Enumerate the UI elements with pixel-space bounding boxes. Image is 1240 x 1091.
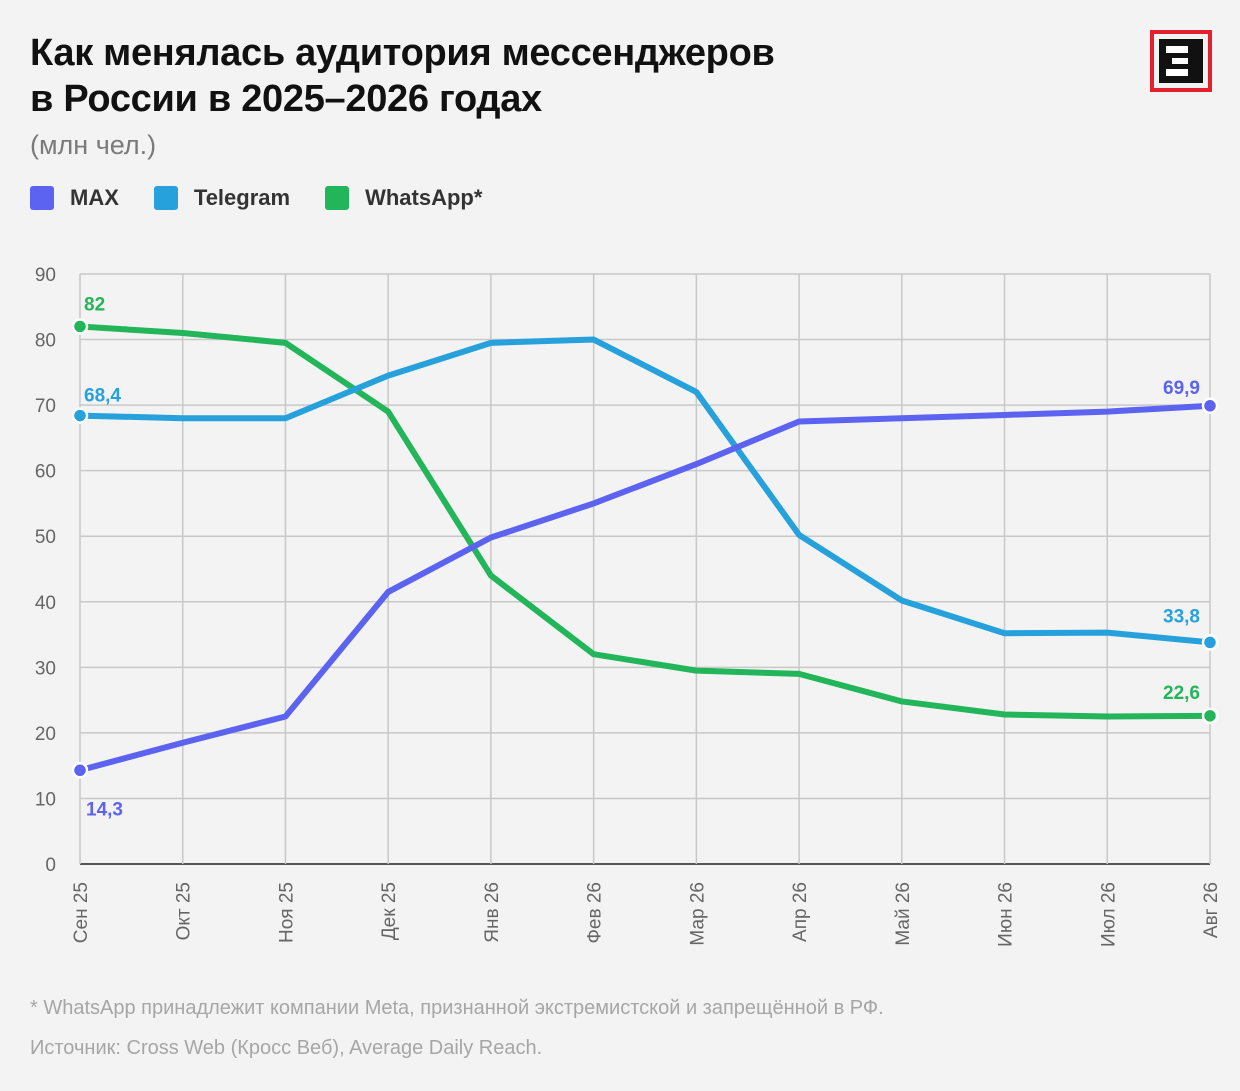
series-line-whatsapp bbox=[77, 323, 1213, 720]
legend-label-max: MAX bbox=[70, 185, 119, 210]
x-tick-label: Авг 26 bbox=[1201, 882, 1222, 938]
chart-title: Как менялась аудитория мессенджеров в Ро… bbox=[30, 30, 1030, 122]
footnote: * WhatsApp принадлежит компании Meta, пр… bbox=[30, 997, 884, 1019]
data-label-max-start: 14,3 bbox=[86, 799, 123, 820]
title-line-2: в России в 2025–2026 годах bbox=[30, 78, 542, 120]
data-label-whatsapp-end: 22,6 bbox=[1163, 683, 1200, 704]
data-label-max-end: 69,9 bbox=[1163, 378, 1200, 399]
chart-subtitle: (млн чел.) bbox=[30, 130, 157, 160]
y-tick-label: 0 bbox=[45, 855, 56, 876]
x-tick-label: Янв 26 bbox=[482, 882, 503, 943]
x-tick-label: Июл 26 bbox=[1098, 882, 1119, 947]
e-letter-logo-icon bbox=[1150, 30, 1212, 92]
chart-legend: MAX Telegram WhatsApp* bbox=[30, 185, 517, 211]
x-tick-label: Сен 25 bbox=[71, 882, 92, 943]
y-tick-label: 50 bbox=[35, 527, 56, 548]
x-tick-label: Ноя 25 bbox=[276, 882, 297, 943]
x-tick-label: Апр 26 bbox=[790, 882, 811, 942]
y-tick-label: 80 bbox=[35, 331, 56, 352]
source-note: Источник: Cross Web (Кросс Веб), Average… bbox=[30, 1037, 543, 1059]
legend-label-whatsapp: WhatsApp* bbox=[365, 185, 483, 210]
y-tick-label: 90 bbox=[35, 265, 56, 286]
legend-item-whatsapp: WhatsApp* bbox=[325, 185, 482, 211]
legend-item-telegram: Telegram bbox=[153, 185, 291, 211]
x-tick-label: Май 26 bbox=[893, 882, 914, 946]
series-line-max bbox=[77, 402, 1213, 774]
point-marker-whatsapp-end bbox=[1201, 707, 1219, 725]
legend-item-max: MAX bbox=[30, 185, 119, 211]
x-tick-label: Окт 25 bbox=[174, 882, 195, 940]
legend-label-telegram: Telegram bbox=[193, 185, 291, 210]
point-marker-telegram-start bbox=[71, 407, 89, 424]
point-marker-max-end bbox=[1201, 397, 1219, 415]
legend-swatch-whatsapp bbox=[325, 186, 350, 210]
y-tick-label: 20 bbox=[35, 724, 56, 745]
data-label-telegram-start: 68,4 bbox=[84, 386, 121, 407]
legend-swatch-telegram bbox=[153, 186, 178, 210]
point-marker-whatsapp-start bbox=[71, 318, 89, 335]
y-tick-label: 10 bbox=[35, 789, 56, 810]
y-tick-label: 30 bbox=[35, 658, 56, 679]
x-tick-label: Фев 26 bbox=[585, 882, 606, 944]
data-label-telegram-end: 33,8 bbox=[1163, 606, 1200, 627]
point-marker-max-start bbox=[71, 762, 89, 779]
point-marker-telegram-end bbox=[1201, 634, 1219, 651]
y-tick-label: 40 bbox=[35, 593, 56, 614]
y-tick-label: 60 bbox=[35, 462, 56, 483]
series-line-telegram bbox=[77, 336, 1213, 646]
title-line-1: Как менялась аудитория мессенджеров bbox=[30, 32, 775, 74]
x-tick-label: Июн 26 bbox=[996, 882, 1017, 947]
legend-swatch-max bbox=[30, 186, 54, 210]
data-label-whatsapp-start: 82 bbox=[84, 294, 105, 315]
x-tick-label: Дек 25 bbox=[379, 882, 400, 940]
x-tick-label: Мар 26 bbox=[687, 882, 708, 946]
y-tick-label: 70 bbox=[35, 396, 56, 417]
